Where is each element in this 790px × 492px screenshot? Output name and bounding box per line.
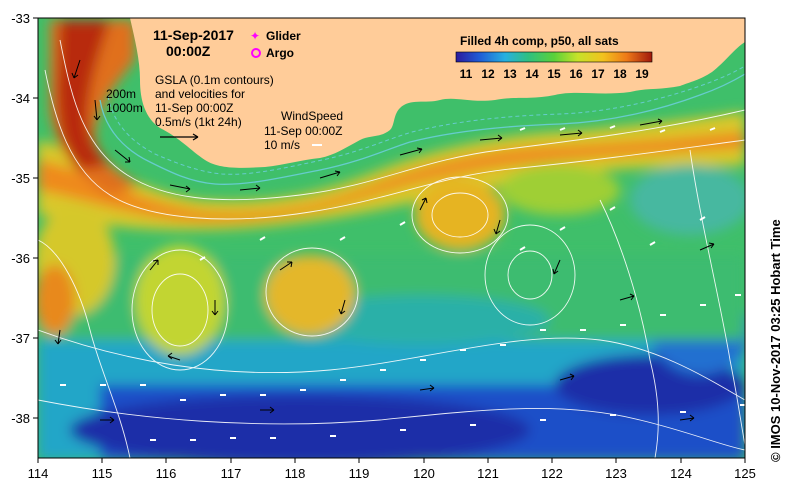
- lon-tick: 122: [541, 466, 563, 481]
- lat-tick: -37: [11, 331, 30, 346]
- colorbar-tick: 14: [525, 67, 539, 81]
- lat-tick: -34: [11, 91, 30, 106]
- velocity-arrows: [54, 59, 715, 424]
- gsla-label: and velocities for: [155, 87, 245, 101]
- velocity-scale-arrow: [160, 133, 199, 141]
- colorbar: [455, 51, 653, 63]
- lat-tick: -33: [11, 11, 30, 26]
- colorbar-tick: 16: [569, 67, 583, 81]
- lon-tick: 116: [156, 466, 177, 481]
- lat-tick: -38: [11, 411, 30, 426]
- lon-tick: 120: [413, 466, 435, 481]
- lon-axis: [37, 458, 746, 463]
- sst-field: [38, 18, 745, 458]
- colorbar-tick: 17: [591, 67, 605, 81]
- isobath-1000m: [99, 73, 745, 185]
- colorbar-tick: 13: [503, 67, 517, 81]
- glider-icon: ✦: [250, 29, 260, 43]
- wind-label: 11-Sep 00:00Z: [264, 124, 343, 138]
- colorbar-tick: 19: [635, 67, 649, 81]
- plot-frame: [37, 17, 746, 459]
- lon-tick: 125: [734, 466, 756, 481]
- wind-markers: [60, 125, 745, 441]
- colorbar-tick: 15: [547, 67, 561, 81]
- wind-label: 10 m/s: [264, 138, 300, 152]
- gsla-contours: [38, 39, 745, 458]
- lon-tick: 124: [670, 466, 692, 481]
- lon-tick: 115: [92, 466, 113, 481]
- gsla-label: GSLA (0.1m contours): [155, 73, 274, 87]
- map-date: 11-Sep-2017: [153, 27, 234, 43]
- lon-tick: 121: [477, 466, 499, 481]
- colorbar-tick: 11: [460, 67, 473, 81]
- lon-tick: 117: [221, 466, 242, 481]
- isobath-label-1000m: 1000m: [106, 101, 143, 115]
- colorbar-tick: 18: [613, 67, 627, 81]
- lon-tick: 119: [349, 466, 370, 481]
- argo-legend-label: Argo: [266, 46, 294, 60]
- copyright-credit: © IMOS 10-Nov-2017 03:25 Hobart Time: [768, 219, 783, 462]
- gsla-label: 0.5m/s (1kt 24h): [155, 115, 242, 129]
- glider-legend-label: Glider: [266, 29, 301, 43]
- wind-label: WindSpeed: [281, 109, 343, 123]
- colorbar-tick: 12: [481, 67, 495, 81]
- lat-tick: -35: [11, 171, 30, 186]
- colorbar-title: Filled 4h comp, p50, all sats: [460, 34, 619, 48]
- isobath-label-200m: 200m: [106, 87, 136, 101]
- lon-tick: 118: [285, 466, 306, 481]
- lat-tick: -36: [11, 251, 30, 266]
- gsla-label: 11-Sep 00:00Z: [155, 101, 234, 115]
- lat-axis: [33, 17, 38, 419]
- lon-tick: 123: [605, 466, 627, 481]
- isobath-200m: [107, 65, 745, 175]
- argo-icon: [251, 48, 261, 58]
- map-time: 00:00Z: [166, 43, 211, 59]
- lon-tick: 114: [28, 466, 49, 481]
